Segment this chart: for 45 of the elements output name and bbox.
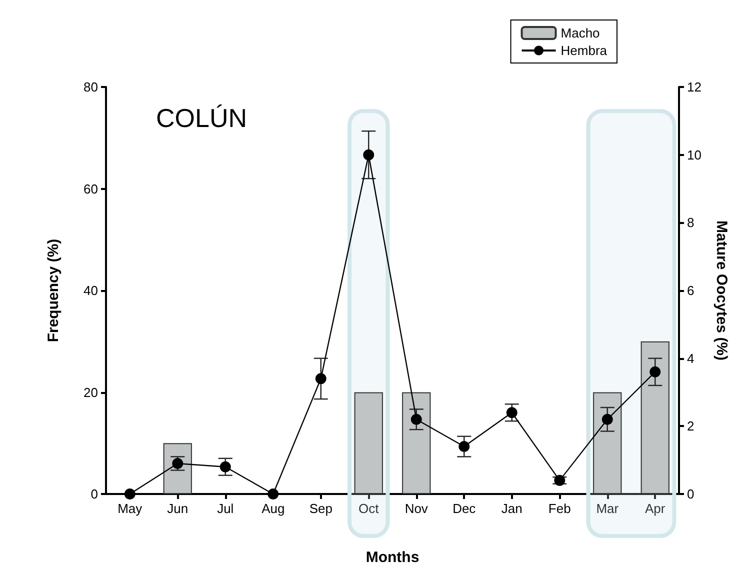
point (220, 461, 231, 472)
y2-tick-label: 6 (687, 283, 694, 298)
bar (402, 392, 431, 494)
legend-label: Macho (560, 26, 600, 40)
point (410, 414, 422, 425)
point (650, 366, 661, 378)
x-tick-label: Nov (404, 501, 428, 516)
y2-tick-label: 2 (687, 418, 694, 434)
bar (354, 392, 383, 494)
y2-axis-title: Mature Oocytes (%) (713, 220, 730, 361)
bar (640, 341, 670, 494)
y-tick-label: 60 (84, 181, 98, 196)
y2-tick-label: 8 (687, 215, 694, 230)
x-tick-label: Jun (167, 501, 188, 516)
point (315, 373, 326, 384)
y2-tick-label: 10 (687, 147, 702, 162)
x-tick-label: Apr (645, 501, 666, 516)
point (602, 414, 613, 425)
y-tick-label: 20 (84, 384, 98, 400)
point (554, 474, 566, 486)
x-tick-label: Jan (501, 501, 522, 516)
y-tick-label: 40 (84, 283, 98, 298)
y-tick-label: 0 (90, 486, 98, 502)
x-tick-label: Mar (596, 501, 620, 516)
x-tick-label: Dec (452, 501, 476, 516)
point (268, 488, 279, 500)
point (506, 407, 518, 418)
y2-tick-label: 4 (687, 350, 694, 366)
x-tick-label: May (118, 501, 143, 516)
y2-tick-label: 12 (687, 80, 702, 94)
x-axis-title: Months (366, 549, 420, 566)
bar (593, 392, 622, 494)
point (458, 441, 470, 452)
point (363, 149, 374, 160)
x-tick-label: Feb (548, 501, 571, 516)
y-axis-title: Frequency (%) (45, 238, 62, 342)
x-tick-label: Jul (217, 501, 234, 516)
point (124, 488, 136, 500)
x-tick-label: Oct (358, 501, 380, 516)
y2-tick-label: 0 (687, 486, 694, 502)
annotation: COLÚN (156, 103, 248, 133)
x-tick-label: Sep (309, 501, 332, 516)
legend-label: Hembra (560, 43, 608, 58)
y-tick-label: 80 (84, 80, 98, 94)
x-tick-label: Aug (262, 501, 285, 516)
